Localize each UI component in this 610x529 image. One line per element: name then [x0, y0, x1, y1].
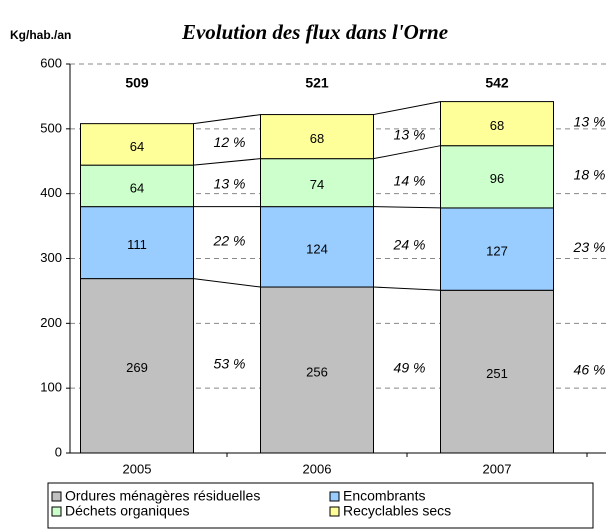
connector — [373, 206, 441, 209]
total-label: 521 — [305, 75, 329, 91]
bar-segment — [260, 158, 374, 208]
percent-label: 13 % — [574, 113, 606, 129]
legend-swatch — [329, 506, 340, 517]
x-tick-label: 2007 — [483, 461, 512, 476]
value-label: 111 — [127, 237, 147, 252]
percent-label: 14 % — [394, 172, 426, 188]
percent-label: 24 % — [393, 237, 426, 253]
legend-swatch — [51, 506, 62, 517]
bar-segment — [80, 278, 194, 454]
value-label: 64 — [130, 139, 144, 154]
total-label: 542 — [485, 75, 509, 91]
chart-title: Evolution des flux dans l'Orne — [181, 20, 448, 44]
value-label: 269 — [126, 360, 148, 375]
bar-segment — [80, 123, 194, 166]
bar-segment — [440, 289, 554, 454]
legend-box — [47, 482, 594, 529]
bar-segment — [260, 286, 374, 454]
percent-label: 18 % — [574, 167, 606, 183]
value-label: 74 — [310, 177, 324, 192]
bar-segment — [440, 207, 554, 291]
bar-segment — [440, 101, 554, 147]
y-tick-label: 300 — [40, 250, 62, 265]
legend-label: Ordures ménagères résiduelles — [65, 488, 260, 504]
connector — [193, 278, 261, 288]
percent-label: 13 % — [214, 176, 246, 192]
value-label: 256 — [306, 364, 328, 379]
percent-label: 49 % — [394, 360, 426, 376]
percent-label: 53 % — [214, 356, 246, 372]
y-tick-label: 0 — [55, 444, 62, 459]
legend-swatch — [329, 491, 340, 502]
bar-segment — [440, 145, 554, 209]
percent-label: 12 % — [214, 134, 246, 150]
percent-label: 23 % — [573, 239, 606, 255]
legend-swatch — [51, 491, 62, 502]
bar-segment — [80, 206, 194, 280]
legend-label: Déchets organiques — [65, 503, 190, 519]
bar-segment — [260, 206, 374, 288]
connector — [193, 114, 261, 125]
value-label: 96 — [490, 171, 504, 186]
bar-segment — [260, 114, 374, 160]
y-tick-label: 100 — [40, 380, 62, 395]
legend-label: Recyclables secs — [343, 503, 451, 519]
bar-segment — [80, 164, 194, 208]
connector — [373, 286, 441, 291]
y-axis-label: Kg/hab./an — [10, 28, 71, 42]
y-tick-label: 200 — [40, 315, 62, 330]
value-label: 124 — [306, 241, 328, 256]
y-tick-label: 600 — [40, 55, 62, 70]
connector — [193, 158, 261, 166]
y-tick-label: 500 — [40, 120, 62, 135]
percent-label: 22 % — [213, 232, 246, 248]
x-tick-label: 2006 — [303, 461, 332, 476]
x-tick-label: 2005 — [123, 461, 152, 476]
total-label: 509 — [125, 75, 149, 91]
value-label: 68 — [490, 118, 504, 133]
value-label: 127 — [486, 244, 508, 259]
percent-label: 46 % — [574, 361, 606, 377]
y-tick-label: 400 — [40, 185, 62, 200]
value-label: 251 — [486, 366, 508, 381]
value-label: 64 — [130, 180, 144, 195]
connector — [373, 145, 441, 160]
connector — [373, 101, 441, 116]
legend-label: Encombrants — [343, 488, 425, 504]
value-label: 68 — [310, 131, 324, 146]
percent-label: 13 % — [394, 126, 426, 142]
